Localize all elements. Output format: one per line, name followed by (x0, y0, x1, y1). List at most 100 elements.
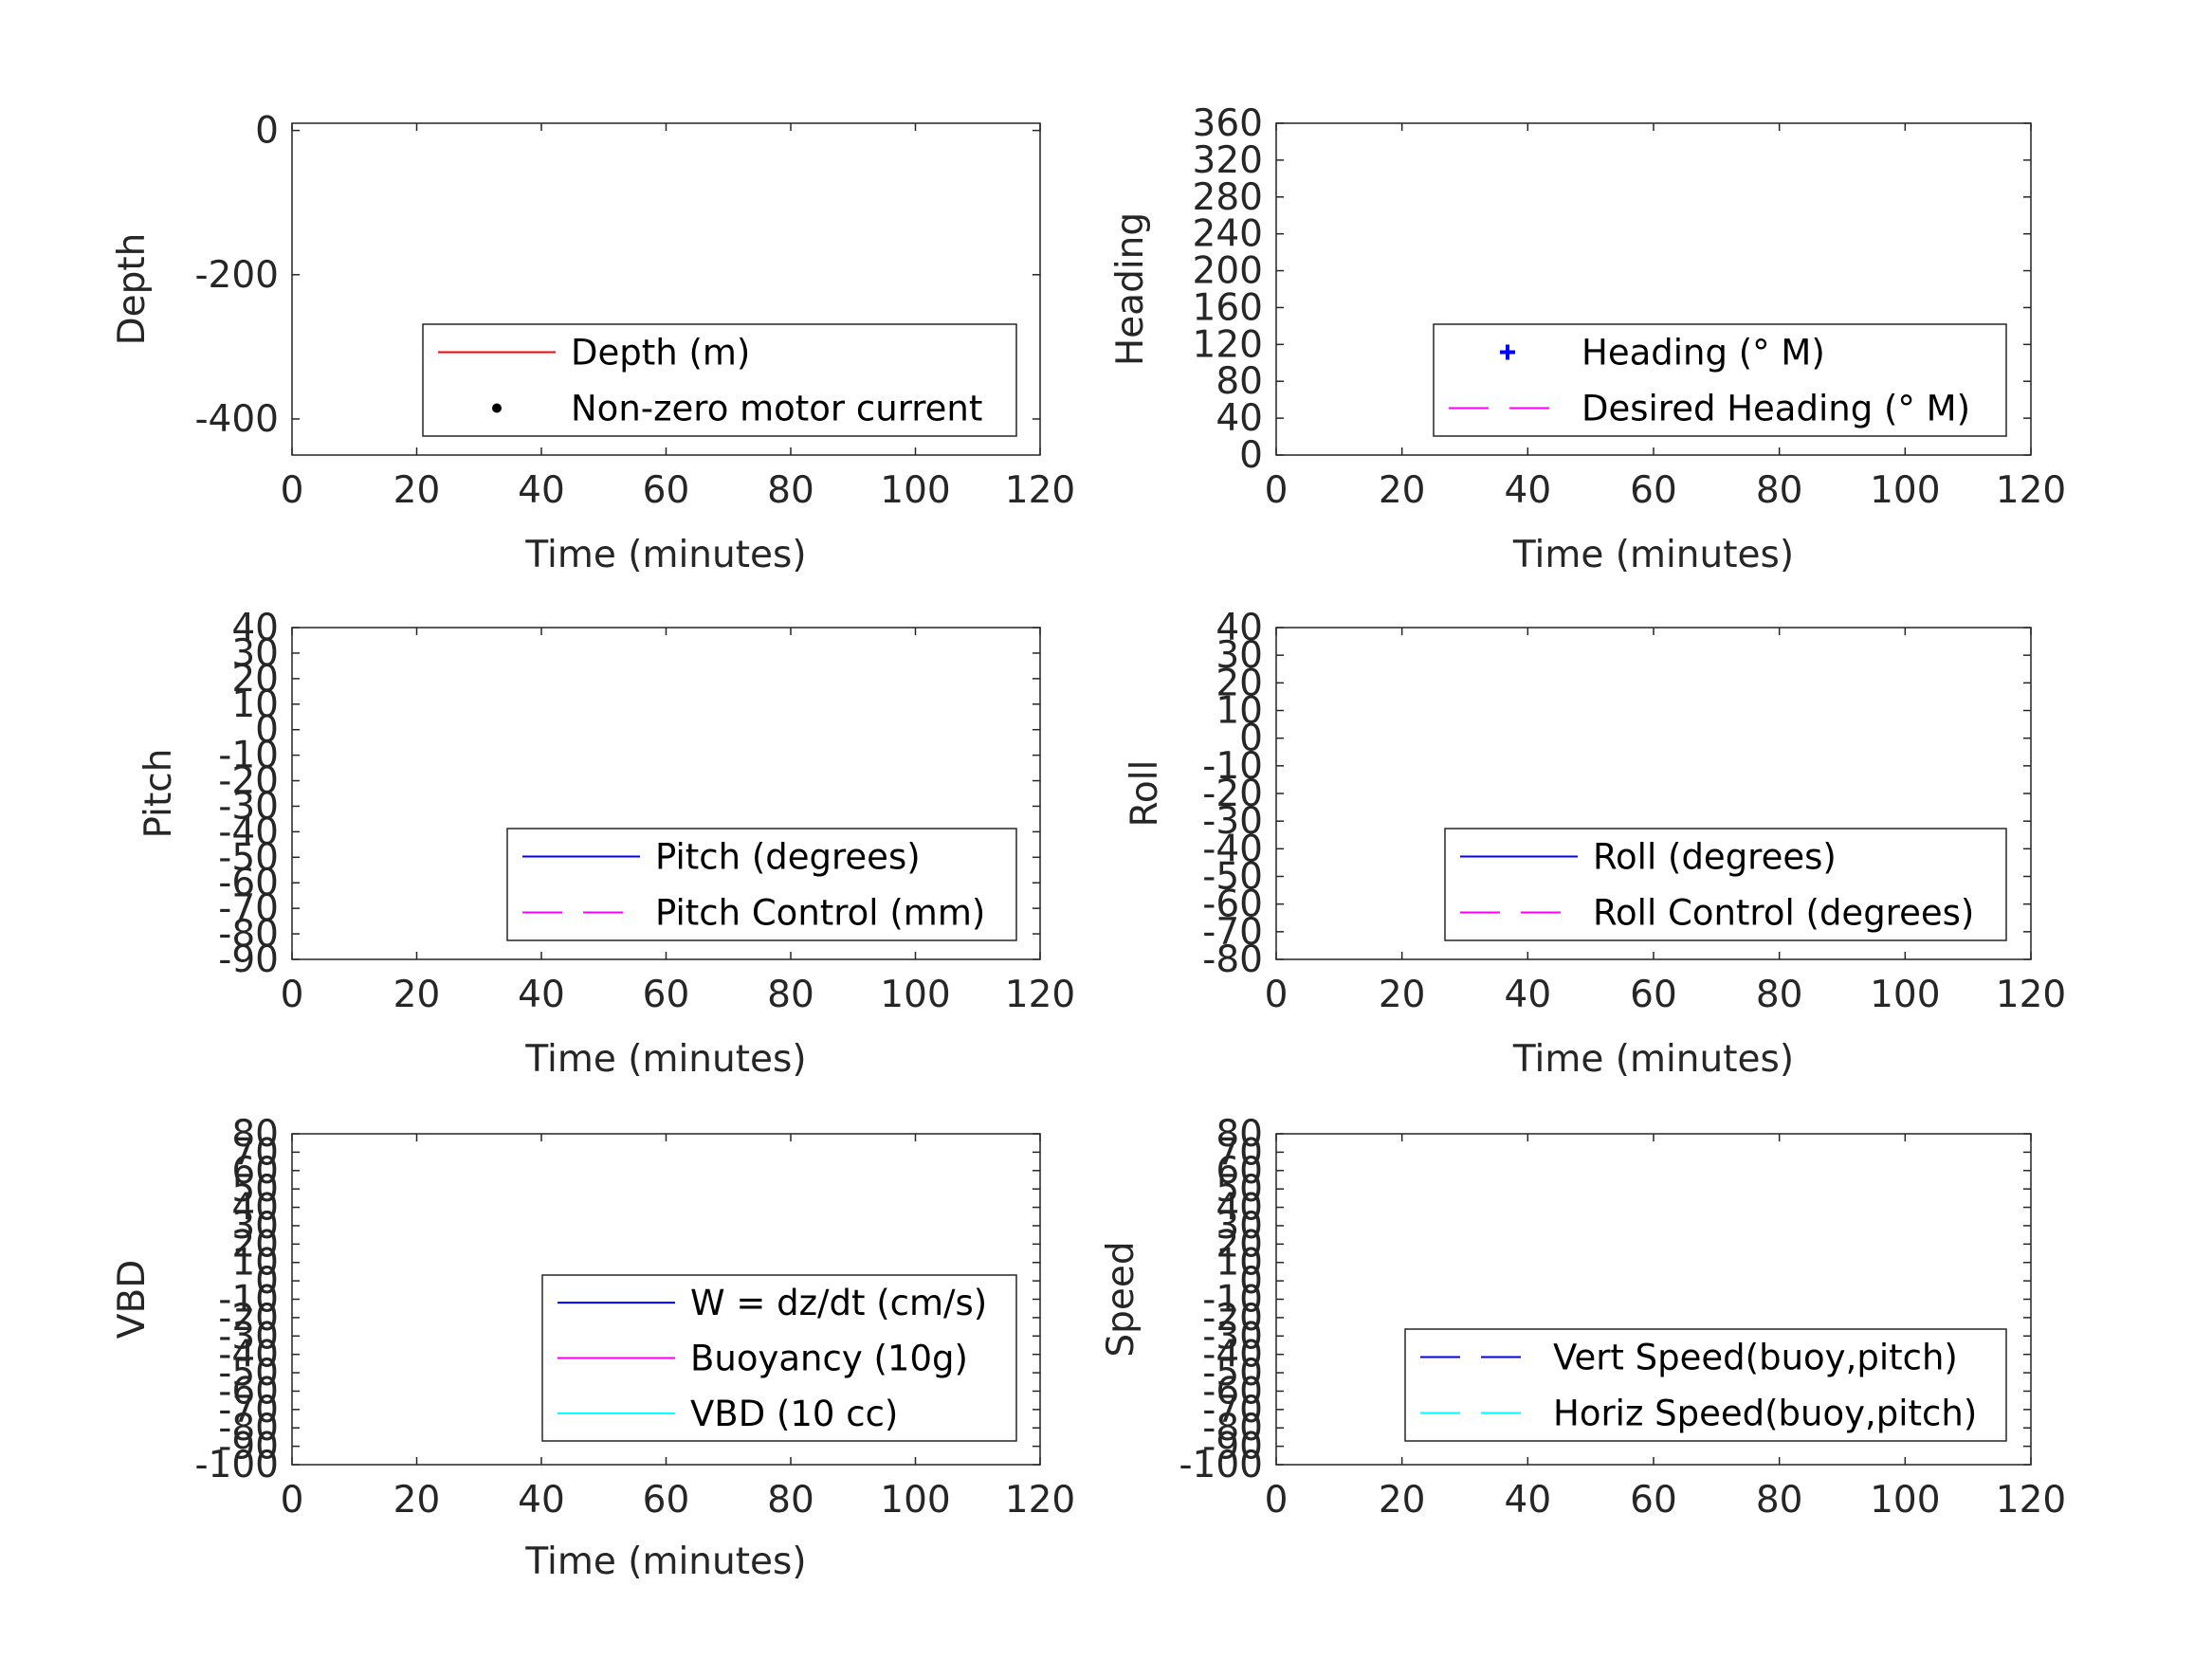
y-tick-label: 40 (1216, 397, 1263, 440)
x-tick-label: 100 (880, 469, 950, 512)
x-tick-label: 40 (518, 1479, 565, 1522)
x-tick-label: 0 (281, 974, 304, 1016)
y-tick-label: 30 (1216, 1205, 1263, 1248)
legend-label: Heading (° M) (1581, 333, 1825, 374)
x-tick-label: 60 (643, 469, 690, 512)
x-tick-label: 40 (1505, 974, 1552, 1016)
x-axis-label: Time (minutes) (1512, 534, 1794, 576)
y-tick-label: -10 (1202, 1279, 1263, 1322)
legend-box (1444, 828, 2007, 941)
y-tick-label: 60 (231, 1150, 279, 1193)
x-tick-label: 0 (281, 1479, 304, 1522)
y-tick-label: -50 (1202, 1352, 1263, 1395)
y-tick-label: 0 (255, 110, 279, 153)
y-tick-label: 200 (1193, 250, 1263, 293)
y-axis-label: Heading (1109, 212, 1152, 366)
x-tick-label: 80 (767, 1479, 814, 1522)
y-tick-label: -40 (1202, 828, 1263, 870)
x-tick-label: 60 (643, 1479, 690, 1522)
x-tick-label: 80 (1756, 1479, 1803, 1522)
legend: Depth (m) Non-zero motor current (422, 323, 1017, 437)
y-tick-label: 320 (1193, 139, 1263, 182)
y-tick-label: 30 (231, 632, 279, 675)
x-tick-label: 100 (1870, 974, 1940, 1016)
y-tick-label: 10 (1216, 1242, 1263, 1285)
y-tick-label: 70 (1216, 1131, 1263, 1174)
y-tick-label: -10 (218, 1279, 279, 1322)
legend: Roll (degrees) Roll Control (degrees) (1444, 828, 2007, 941)
x-tick-label: 40 (518, 974, 565, 1016)
chart-speed: 0 20 40 60 80 100 12080706050403020100-10-20-3… (1100, 1113, 2066, 1522)
x-tick-label: 20 (1379, 974, 1426, 1016)
y-tick-label: -60 (218, 862, 279, 904)
y-tick-label: 0 (1239, 434, 1263, 477)
y-tick-label: 20 (231, 658, 279, 701)
y-tick-label: -50 (218, 836, 279, 879)
y-tick-label: 20 (1216, 1223, 1263, 1266)
x-tick-label: 60 (1630, 1479, 1677, 1522)
legend-label: Depth (m) (571, 333, 750, 374)
y-tick-label: 30 (231, 1205, 279, 1248)
y-tick-label: -200 (194, 254, 279, 297)
y-tick-label: 80 (1216, 1113, 1263, 1156)
x-tick-label: 100 (880, 1479, 950, 1522)
y-axis-label: VBD (111, 1260, 154, 1339)
x-tick-label: 60 (1630, 469, 1677, 512)
y-tick-label: 10 (1216, 690, 1263, 733)
y-tick-label: 40 (1216, 1187, 1263, 1230)
y-tick-label: 360 (1193, 102, 1263, 145)
y-tick-label: -10 (218, 735, 279, 777)
legend-label: Roll (degrees) (1593, 837, 1837, 878)
y-tick-label: -80 (218, 1407, 279, 1449)
x-tick-label: 80 (767, 469, 814, 512)
legend-label: Horiz Speed(buoy,pitch) (1553, 1394, 1977, 1434)
x-tick-label: 60 (1630, 974, 1677, 1016)
legend-box (422, 323, 1017, 437)
y-tick-label: -90 (218, 1426, 279, 1468)
chart-pitch: 0 20 40 60 80 100 120403020100-10-20-30-40-50-… (137, 607, 1075, 1081)
x-tick-label: 120 (1996, 469, 2066, 512)
y-tick-label: -70 (1202, 1389, 1263, 1431)
legend-swatch (1500, 344, 1515, 360)
legend: Vert Speed(buoy,pitch) Horiz Speed(buoy,p… (1404, 1328, 2007, 1442)
y-tick-label: 40 (231, 1187, 279, 1230)
y-tick-label: -80 (218, 913, 279, 956)
legend-box (1404, 1328, 2007, 1442)
y-tick-label: 70 (231, 1131, 279, 1174)
y-tick-label: 20 (1216, 662, 1263, 704)
y-tick-label: -20 (218, 760, 279, 803)
y-tick-label: 0 (1239, 718, 1263, 760)
y-tick-label: -30 (218, 1315, 279, 1358)
chart-vbd: 0 20 40 60 80 100 12080706050403020100-10-20-3… (111, 1113, 1075, 1583)
y-tick-label: -70 (218, 887, 279, 930)
y-tick-label: -90 (218, 939, 279, 981)
y-tick-label: -20 (218, 1297, 279, 1340)
x-tick-label: 20 (393, 974, 441, 1016)
x-axis-label: Time (minutes) (524, 534, 806, 576)
y-tick-label: 60 (1216, 1150, 1263, 1193)
y-tick-label: -80 (1202, 1407, 1263, 1449)
y-tick-label: -10 (1202, 745, 1263, 788)
y-tick-label: -400 (194, 398, 279, 441)
legend-label: Desired Heading (° M) (1581, 389, 1970, 429)
y-tick-label: 0 (255, 709, 279, 752)
x-axis-label: Time (minutes) (524, 1038, 806, 1081)
x-tick-label: 120 (1996, 1479, 2066, 1522)
y-tick-label: -80 (1202, 939, 1263, 981)
y-tick-label: -60 (1202, 1370, 1263, 1413)
y-tick-label: 10 (231, 1242, 279, 1285)
legend-box (506, 828, 1017, 941)
y-tick-label: -90 (1202, 1426, 1263, 1468)
x-tick-label: 40 (1505, 1479, 1552, 1522)
y-tick-label: -40 (1202, 1334, 1263, 1376)
y-tick-label: 160 (1193, 286, 1263, 329)
x-tick-label: 120 (1005, 1479, 1075, 1522)
y-axis-label: Pitch (137, 749, 180, 839)
x-tick-label: 120 (1005, 469, 1075, 512)
x-axis-label: Time (minutes) (524, 1540, 806, 1583)
y-tick-label: 30 (1216, 634, 1263, 677)
legend-box (1433, 323, 2007, 437)
y-tick-label: 0 (255, 1260, 279, 1303)
chart-depth: 0 20 40 60 80 100 120 0 -200 -400 Time (minutes) De… (111, 110, 1075, 576)
x-tick-label: 40 (518, 469, 565, 512)
